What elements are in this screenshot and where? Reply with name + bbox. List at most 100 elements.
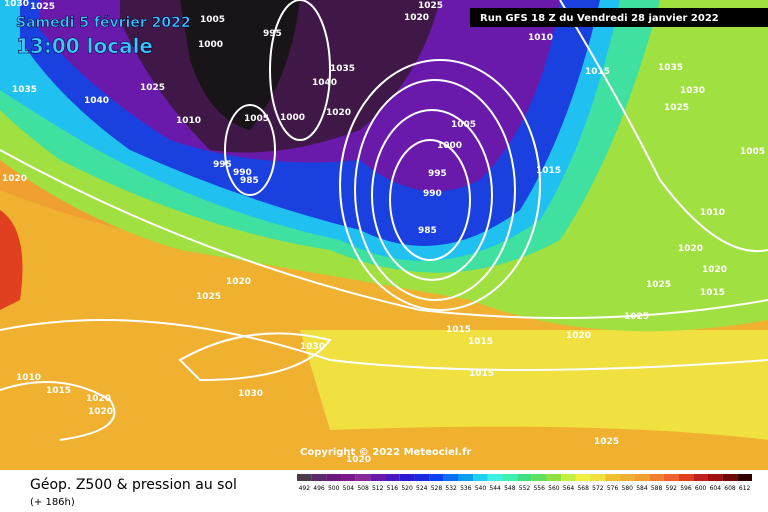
isobar-label: 1025 (418, 1, 443, 11)
run-box (470, 8, 768, 27)
legend-label: 592 (666, 485, 678, 492)
isobar-label: 1015 (700, 288, 725, 298)
legend-swatch (693, 474, 708, 481)
zone (180, 0, 300, 130)
legend-label: 556 (533, 485, 545, 492)
isobar-label: 1020 (226, 277, 251, 287)
legend-swatch (722, 474, 738, 481)
legend-swatch (370, 474, 386, 481)
copyright: Copyright © 2022 Meteociel.fr (300, 447, 471, 458)
isobar (389, 139, 471, 261)
isobar (0, 149, 768, 319)
isobar-label: 1025 (646, 280, 671, 290)
legend-swatch (678, 474, 694, 481)
isobar-label: 1040 (312, 78, 337, 88)
legend-swatch (707, 474, 723, 481)
legend-swatch (605, 474, 620, 481)
legend-swatch (414, 474, 430, 481)
legend-swatch (473, 474, 488, 481)
legend-label: 532 (445, 485, 457, 492)
isobar-label: 1020 (678, 244, 703, 254)
isobar (224, 104, 276, 196)
isobar (178, 332, 332, 382)
legend-swatch (737, 474, 752, 481)
isobar-label: 1020 (404, 13, 429, 23)
isobar-label: 1020 (86, 394, 111, 404)
isobar-label: 1025 (30, 2, 55, 12)
isobar-label: 1020 (702, 265, 727, 275)
legend-label: 492 (299, 485, 311, 492)
legend-swatch (502, 474, 518, 481)
isobar-label: 1010 (700, 208, 725, 218)
isobar-label: 1015 (468, 337, 493, 347)
legend-swatch (297, 474, 312, 481)
isobar-label: 985 (240, 176, 259, 186)
footer-lead: (+ 186h) (30, 497, 75, 508)
isobar-label: 1040 (84, 96, 109, 106)
legend-swatch (561, 474, 576, 481)
isobar-label: 1035 (12, 85, 37, 95)
legend-swatch (649, 474, 664, 481)
zone (0, 210, 23, 310)
isobar-label: 990 (233, 168, 252, 178)
isobar-label: 1025 (196, 292, 221, 302)
isobar-label: 995 (263, 29, 282, 39)
legend-label: 564 (563, 485, 575, 492)
legend-label: 520 (401, 485, 413, 492)
isobar-label: 1010 (176, 116, 201, 126)
legend-label: 588 (651, 485, 663, 492)
isobar-label: 1030 (300, 342, 325, 352)
legend-label: 536 (460, 485, 472, 492)
legend-label: 608 (724, 485, 736, 492)
legend-label: 544 (489, 485, 501, 492)
isobar-label: 1030 (4, 0, 29, 9)
isobar (269, 0, 331, 141)
legend-label: 560 (548, 485, 560, 492)
isobar-label: 1020 (566, 331, 591, 341)
isobar-label: 1015 (585, 67, 610, 77)
legend-swatch (429, 474, 444, 481)
isobar-label: 1020 (2, 174, 27, 184)
legend-swatch (634, 474, 650, 481)
isobar-label: 995 (213, 160, 232, 170)
legend-label: 524 (416, 485, 428, 492)
legend-swatch (399, 474, 415, 481)
zone (300, 330, 768, 440)
isobar (354, 79, 516, 301)
isobar-label: 1020 (346, 455, 371, 465)
date: Samedi 5 février 2022 (16, 15, 191, 31)
isobar-label: 1035 (658, 63, 683, 73)
legend-label: 508 (357, 485, 369, 492)
legend-label: 612 (739, 485, 751, 492)
legend-label: 548 (504, 485, 516, 492)
legend-swatch (531, 474, 547, 481)
legend-label: 596 (680, 485, 692, 492)
isobar-label: 1020 (326, 108, 351, 118)
isobar (559, 0, 768, 253)
isobar-label: 1000 (437, 141, 462, 151)
isobar-label: 1010 (16, 373, 41, 383)
isobar-label: 1030 (680, 86, 705, 96)
legend-label: 568 (577, 485, 589, 492)
isobar-label: 1015 (536, 166, 561, 176)
isobar-label: 1015 (446, 325, 471, 335)
isobar-label: 1005 (740, 147, 765, 157)
isobar-label: 1035 (330, 64, 355, 74)
isobar-label: 1020 (88, 407, 113, 417)
legend-swatch (385, 474, 400, 481)
legend-swatch (517, 474, 532, 481)
legend-swatch (619, 474, 635, 481)
isobar-label: 1030 (238, 389, 263, 399)
isobar (371, 109, 493, 281)
legend-swatch (311, 474, 327, 481)
legend-label: 512 (372, 485, 384, 492)
legend-label: 504 (343, 485, 355, 492)
legend-label: 604 (710, 485, 722, 492)
legend-swatch (341, 474, 356, 481)
legend-label: 572 (592, 485, 604, 492)
legend-swatch (326, 474, 342, 481)
isobar-label: 1025 (140, 83, 165, 93)
legend-swatch (443, 474, 459, 481)
